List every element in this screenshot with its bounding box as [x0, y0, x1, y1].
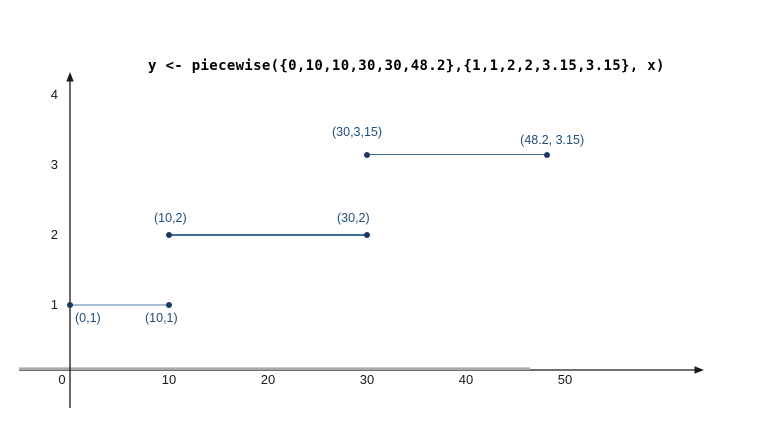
y-tick-label: 1 — [50, 297, 58, 312]
data-point — [166, 232, 172, 238]
y-axis-arrowhead — [66, 72, 74, 82]
segment-line-1 — [70, 304, 169, 306]
x-tick-label: 0 — [58, 372, 66, 387]
point-label: (0,1) — [75, 311, 101, 325]
point-label: (48.2, 3.15) — [520, 132, 585, 147]
data-point — [67, 302, 73, 308]
point-label: (10,2) — [154, 211, 187, 225]
x-tick-label: 50 — [557, 372, 573, 387]
data-point — [364, 232, 370, 238]
x-tick-label: 10 — [161, 372, 177, 387]
point-label: (10,1) — [145, 311, 178, 325]
data-point — [364, 151, 370, 158]
point-label: (30,2) — [337, 211, 370, 225]
y-tick-label: 2 — [50, 227, 58, 242]
x-axis-arrowhead — [694, 366, 704, 374]
x-tick-label: 20 — [260, 372, 276, 387]
y-tick-label: 3 — [50, 157, 58, 172]
data-point — [544, 151, 551, 158]
data-point — [166, 302, 172, 308]
x-tick-label: 40 — [458, 372, 474, 387]
segment-line-3 — [367, 153, 548, 156]
y-tick-label: 4 — [50, 87, 58, 102]
x-tick-label: 30 — [359, 372, 375, 387]
plot-title: y <- piecewise({0,10,10,30,30,48.2},{1,1… — [148, 58, 665, 74]
segment-line-2 — [169, 234, 367, 236]
point-label: (30,3,15) — [332, 124, 383, 139]
